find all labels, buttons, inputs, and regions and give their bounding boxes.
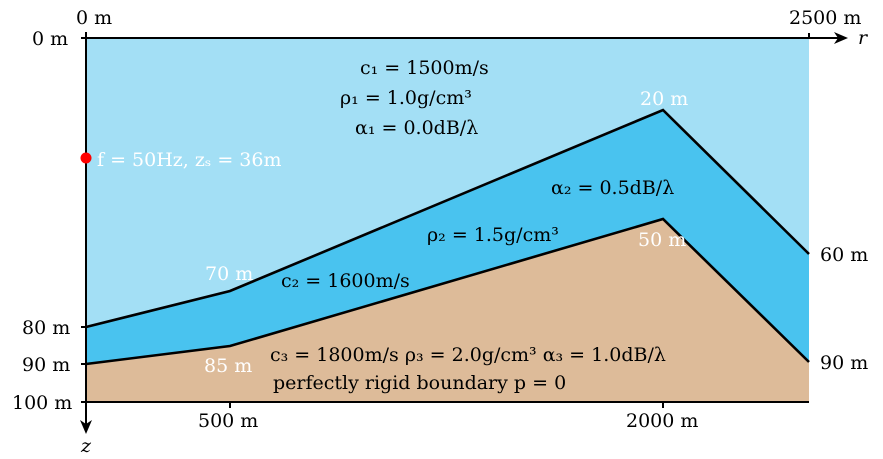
interface-label-85: 85 m [204, 355, 252, 377]
layer2-sound-speed: c₂ = 1600m/s [281, 270, 410, 292]
range-label-2000: 2000 m [626, 410, 698, 432]
interface-label-20: 20 m [640, 88, 688, 110]
axis-label-top-right: 2500 m [789, 7, 861, 29]
r-axis-label: r [858, 27, 869, 49]
right-depth-label-90: 90 m [820, 352, 868, 374]
layer2-attenuation: α₂ = 0.5dB/λ [551, 177, 674, 199]
depth-label-0: 0 m [32, 28, 68, 50]
source-label: f = 50Hz, zₛ = 36m [97, 149, 281, 171]
rigid-boundary-label: perfectly rigid boundary p = 0 [273, 372, 566, 394]
depth-label-100: 100 m [12, 392, 72, 414]
interface-label-50: 50 m [638, 229, 686, 251]
depth-label-80: 80 m [22, 317, 70, 339]
interface-label-70: 70 m [205, 263, 253, 285]
axis-label-top-left: 0 m [76, 7, 112, 29]
z-axis-label: z [80, 435, 92, 457]
range-label-500: 500 m [198, 410, 258, 432]
layer3-parameters: c₃ = 1800m/s ρ₃ = 2.0g/cm³ α₃ = 1.0dB/λ [270, 344, 666, 366]
depth-label-90: 90 m [22, 354, 70, 376]
layer2-density: ρ₂ = 1.5g/cm³ [427, 224, 559, 246]
layer1-attenuation: α₁ = 0.0dB/λ [355, 117, 478, 139]
layer1-density: ρ₁ = 1.0g/cm³ [340, 87, 472, 109]
source-point [81, 153, 92, 164]
right-depth-label-60: 60 m [820, 244, 868, 266]
layer1-sound-speed: c₁ = 1500m/s [360, 57, 489, 79]
